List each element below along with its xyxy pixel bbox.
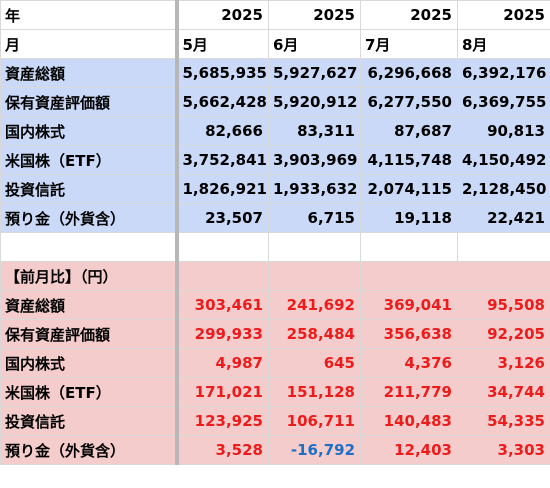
value-cell[interactable]: 140,483 xyxy=(360,406,458,436)
row-label-cell[interactable]: 預り金（外貨含） xyxy=(0,435,179,465)
value-cell[interactable]: 4,150,492 xyxy=(457,145,550,175)
value-cell[interactable]: 22,421 xyxy=(457,203,550,233)
value-cell[interactable]: 3,752,841 xyxy=(176,145,269,175)
value-cell[interactable]: 241,692 xyxy=(268,290,361,320)
empty-cell[interactable] xyxy=(360,261,458,291)
value-cell[interactable]: 645 xyxy=(268,348,361,378)
empty-cell[interactable] xyxy=(268,261,361,291)
row-label-cell[interactable]: 資産総額 xyxy=(0,58,179,88)
value-cell[interactable]: 106,711 xyxy=(268,406,361,436)
mom-row-total: 資産総額 303,461 241,692 369,041 95,508 xyxy=(0,290,550,320)
value-cell[interactable]: 82,666 xyxy=(176,116,269,146)
value-cell[interactable]: 299,933 xyxy=(176,319,269,349)
asset-row-holdings: 保有資産評価額 5,662,428 5,920,912 6,277,550 6,… xyxy=(0,87,550,117)
value-cell[interactable]: 5,662,428 xyxy=(176,87,269,117)
value-cell[interactable]: 87,687 xyxy=(360,116,458,146)
year-label-cell[interactable]: 年 xyxy=(0,0,179,30)
value-cell[interactable]: 92,205 xyxy=(457,319,550,349)
row-label-cell[interactable]: 米国株（ETF） xyxy=(0,377,179,407)
empty-cell[interactable] xyxy=(360,232,458,262)
month-row: 月 5月 6月 7月 8月 xyxy=(0,29,550,59)
value-cell[interactable]: 1,826,921 xyxy=(176,174,269,204)
value-cell[interactable]: 5,685,935 xyxy=(176,58,269,88)
mom-row-domestic-stocks: 国内株式 4,987 645 4,376 3,126 xyxy=(0,348,550,378)
value-cell[interactable]: 19,118 xyxy=(360,203,458,233)
value-cell[interactable]: 23,507 xyxy=(176,203,269,233)
year-cell[interactable]: 2025 xyxy=(360,0,458,30)
asset-row-deposits: 預り金（外貨含） 23,507 6,715 19,118 22,421 xyxy=(0,203,550,233)
empty-row xyxy=(0,232,550,262)
value-cell[interactable]: 6,296,668 xyxy=(360,58,458,88)
month-cell[interactable]: 7月 xyxy=(360,29,458,59)
row-label-cell[interactable]: 投資信託 xyxy=(0,406,179,436)
value-cell[interactable]: 2,128,450 xyxy=(457,174,550,204)
value-cell[interactable]: 4,987 xyxy=(176,348,269,378)
value-cell[interactable]: 5,927,627 xyxy=(268,58,361,88)
asset-row-total: 資産総額 5,685,935 5,927,627 6,296,668 6,392… xyxy=(0,58,550,88)
row-label-cell[interactable]: 国内株式 xyxy=(0,116,179,146)
value-cell[interactable]: 4,376 xyxy=(360,348,458,378)
value-cell[interactable]: 3,303 xyxy=(457,435,550,465)
year-cell[interactable]: 2025 xyxy=(176,0,269,30)
row-label-cell[interactable]: 資産総額 xyxy=(0,290,179,320)
value-cell[interactable]: 34,744 xyxy=(457,377,550,407)
asset-row-funds: 投資信託 1,826,921 1,933,632 2,074,115 2,128… xyxy=(0,174,550,204)
value-cell[interactable]: 54,335 xyxy=(457,406,550,436)
row-label-cell[interactable]: 預り金（外貨含） xyxy=(0,203,179,233)
value-cell[interactable]: 4,115,748 xyxy=(360,145,458,175)
empty-cell[interactable] xyxy=(268,232,361,262)
row-label-cell[interactable]: 保有資産評価額 xyxy=(0,87,179,117)
value-cell[interactable]: 6,392,176 xyxy=(457,58,550,88)
value-cell[interactable]: 6,369,755 xyxy=(457,87,550,117)
row-label-cell[interactable]: 米国株（ETF） xyxy=(0,145,179,175)
value-cell[interactable]: 90,813 xyxy=(457,116,550,146)
value-cell[interactable]: 123,925 xyxy=(176,406,269,436)
row-label-cell[interactable]: 保有資産評価額 xyxy=(0,319,179,349)
value-cell[interactable]: 151,128 xyxy=(268,377,361,407)
asset-row-us-etf: 米国株（ETF） 3,752,841 3,903,969 4,115,748 4… xyxy=(0,145,550,175)
value-cell[interactable]: 303,461 xyxy=(176,290,269,320)
value-cell[interactable]: 6,277,550 xyxy=(360,87,458,117)
mom-title-cell[interactable]: 【前月比】（円） xyxy=(0,261,179,291)
value-cell[interactable]: 6,715 xyxy=(268,203,361,233)
empty-cell[interactable] xyxy=(0,232,179,262)
mom-row-funds: 投資信託 123,925 106,711 140,483 54,335 xyxy=(0,406,550,436)
month-cell[interactable]: 8月 xyxy=(457,29,550,59)
value-cell[interactable]: 3,126 xyxy=(457,348,550,378)
value-cell[interactable]: 258,484 xyxy=(268,319,361,349)
value-cell[interactable]: 2,074,115 xyxy=(360,174,458,204)
empty-cell[interactable] xyxy=(457,261,550,291)
mom-row-deposits: 預り金（外貨含） 3,528 -16,792 12,403 3,303 xyxy=(0,435,550,465)
month-label-cell[interactable]: 月 xyxy=(0,29,179,59)
empty-cell[interactable] xyxy=(176,261,269,291)
empty-cell[interactable] xyxy=(457,232,550,262)
value-cell[interactable]: 171,021 xyxy=(176,377,269,407)
value-cell-negative[interactable]: -16,792 xyxy=(268,435,361,465)
asset-row-domestic-stocks: 国内株式 82,666 83,311 87,687 90,813 xyxy=(0,116,550,146)
value-cell[interactable]: 83,311 xyxy=(268,116,361,146)
mom-row-holdings: 保有資産評価額 299,933 258,484 356,638 92,205 xyxy=(0,319,550,349)
row-label-cell[interactable]: 国内株式 xyxy=(0,348,179,378)
value-cell[interactable]: 1,933,632 xyxy=(268,174,361,204)
month-cell[interactable]: 5月 xyxy=(176,29,269,59)
year-row: 年 2025 2025 2025 2025 xyxy=(0,0,550,30)
value-cell[interactable]: 369,041 xyxy=(360,290,458,320)
value-cell[interactable]: 5,920,912 xyxy=(268,87,361,117)
value-cell[interactable]: 12,403 xyxy=(360,435,458,465)
value-cell[interactable]: 211,779 xyxy=(360,377,458,407)
mom-row-us-etf: 米国株（ETF） 171,021 151,128 211,779 34,744 xyxy=(0,377,550,407)
value-cell[interactable]: 3,528 xyxy=(176,435,269,465)
value-cell[interactable]: 95,508 xyxy=(457,290,550,320)
year-cell[interactable]: 2025 xyxy=(268,0,361,30)
empty-cell[interactable] xyxy=(176,232,269,262)
mom-title-row: 【前月比】（円） xyxy=(0,261,550,291)
value-cell[interactable]: 3,903,969 xyxy=(268,145,361,175)
month-cell[interactable]: 6月 xyxy=(268,29,361,59)
year-cell[interactable]: 2025 xyxy=(457,0,550,30)
row-label-cell[interactable]: 投資信託 xyxy=(0,174,179,204)
value-cell[interactable]: 356,638 xyxy=(360,319,458,349)
spreadsheet-grid[interactable]: 年 2025 2025 2025 2025 月 5月 6月 7月 8月 資産総額… xyxy=(0,0,550,465)
